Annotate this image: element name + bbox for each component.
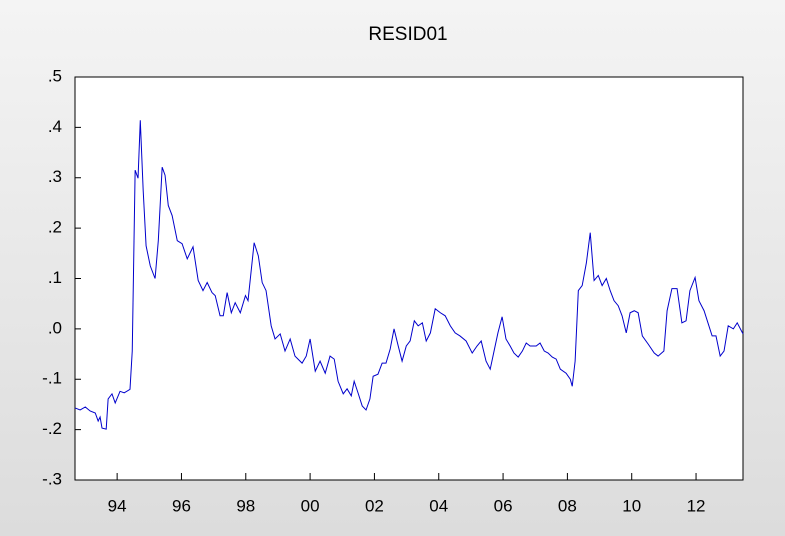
y-tick-label: .5 [48,66,62,85]
x-tick-label: 00 [301,496,320,515]
y-tick-label: .3 [48,167,62,186]
y-tick-label: .0 [48,318,62,337]
x-tick-label: 12 [687,496,706,515]
data-line [74,120,744,430]
y-tick-label: -.2 [42,419,62,438]
x-tick-label: 96 [172,496,191,515]
y-tick-label: .4 [48,117,62,136]
chart-title: RESID01 [368,24,447,45]
x-tick-label: 04 [429,496,448,515]
plot-area [74,76,744,481]
y-tick-label: .2 [48,218,62,237]
x-tick-label: 06 [494,496,513,515]
x-tick-label: 10 [622,496,641,515]
x-tick-label: 08 [558,496,577,515]
y-tick-label: -.1 [42,369,62,388]
y-tick-label: -.3 [42,469,62,488]
y-tick-label: .1 [48,268,62,287]
x-tick-label: 02 [365,496,384,515]
x-tick-label: 98 [236,496,255,515]
x-tick-label: 94 [108,496,127,515]
